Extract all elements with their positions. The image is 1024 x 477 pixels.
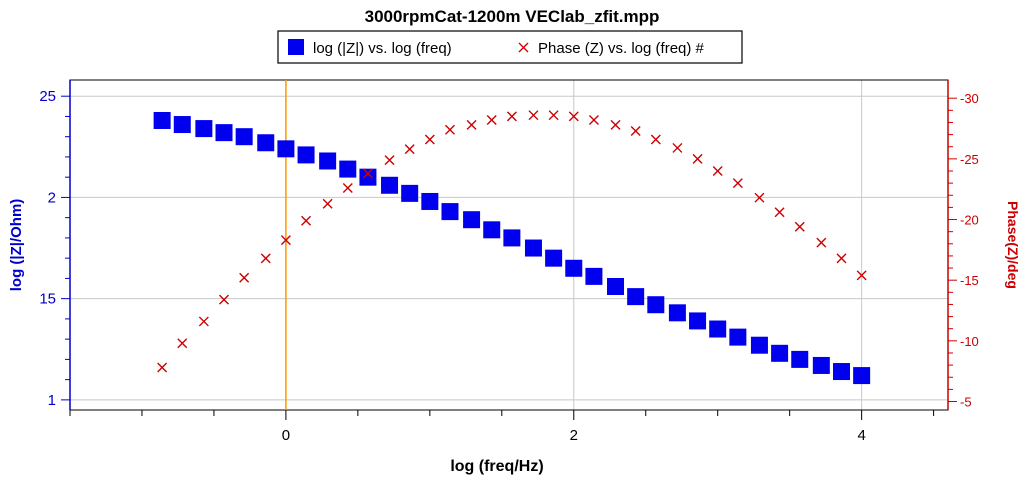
magnitude-point-13 xyxy=(421,192,439,210)
magnitude-point-4 xyxy=(235,128,253,146)
phase-point-27 xyxy=(712,165,723,176)
magnitude-point-16 xyxy=(483,221,501,239)
legend-label-magnitude: log (|Z|) vs. log (freq) xyxy=(313,40,452,57)
phase-point-11 xyxy=(384,155,395,166)
phase-point-1 xyxy=(177,338,188,349)
phase-point-21 xyxy=(588,115,599,126)
phase-point-5 xyxy=(260,253,271,264)
magnitude-point-11 xyxy=(381,176,399,194)
magnitude-point-25 xyxy=(668,304,686,322)
grid xyxy=(70,80,948,410)
phase-point-3 xyxy=(219,294,230,305)
phase-point-23 xyxy=(630,125,641,136)
magnitude-point-8 xyxy=(319,152,337,170)
legend-x-marker xyxy=(518,42,529,53)
magnitude-point-15 xyxy=(463,211,481,229)
magnitude-point-2 xyxy=(195,120,213,138)
magnitude-point-20 xyxy=(565,259,583,277)
phase-point-9 xyxy=(342,182,353,193)
x-tick-label-1: 2 xyxy=(570,427,578,444)
right-tick-label-2: -15 xyxy=(960,273,979,288)
phase-point-13 xyxy=(424,134,435,145)
phase-point-16 xyxy=(486,115,497,126)
phase-point-20 xyxy=(568,111,579,122)
magnitude-point-24 xyxy=(647,296,665,314)
magnitude-point-18 xyxy=(524,239,542,257)
phase-point-6 xyxy=(280,235,291,246)
phase-point-22 xyxy=(610,119,621,130)
phase-point-2 xyxy=(198,316,209,327)
phase-point-15 xyxy=(466,119,477,130)
x-axis-label: log (freq/Hz) xyxy=(450,458,543,475)
legend-square-marker xyxy=(288,39,304,55)
magnitude-point-33 xyxy=(832,363,850,381)
magnitude-point-30 xyxy=(771,344,789,362)
magnitude-point-29 xyxy=(750,336,768,354)
magnitude-point-0 xyxy=(153,111,171,129)
axes: 0 2 4 1 15 2 25 -5 -10 -15 -20 -25 -30 xyxy=(39,80,979,444)
y-axis-label-right: Phase(Z)/deg xyxy=(1005,201,1021,289)
left-tick-label-0: 1 xyxy=(48,392,56,409)
phase-point-25 xyxy=(672,142,683,153)
legend-box xyxy=(277,30,743,64)
magnitude-point-19 xyxy=(545,249,563,267)
x-tick-label-2: 4 xyxy=(857,427,865,444)
magnitude-point-28 xyxy=(729,328,747,346)
phase-point-34 xyxy=(856,270,867,281)
magnitude-point-6 xyxy=(277,140,295,158)
legend-label-phase: Phase (Z) vs. log (freq) # xyxy=(538,40,705,57)
magnitude-point-12 xyxy=(401,184,419,202)
right-tick-label-3: -20 xyxy=(960,213,979,228)
series-magnitude xyxy=(153,111,871,385)
phase-point-32 xyxy=(816,237,827,248)
phase-point-0 xyxy=(157,362,168,373)
right-tick-label-1: -10 xyxy=(960,334,979,349)
phase-point-33 xyxy=(836,253,847,264)
chart-title: 3000rpmCat-1200m VEClab_zfit.mpp xyxy=(365,7,660,26)
phase-point-18 xyxy=(528,110,539,121)
left-tick-label-1: 15 xyxy=(39,291,56,308)
phase-point-4 xyxy=(239,272,250,283)
magnitude-point-10 xyxy=(359,168,377,186)
magnitude-point-9 xyxy=(339,160,357,178)
left-tick-label-3: 25 xyxy=(39,88,56,105)
y-axis-label-left: log (|Z|/Ohm) xyxy=(8,199,25,292)
phase-point-7 xyxy=(301,215,312,226)
right-tick-label-5: -30 xyxy=(960,91,979,106)
series-phase xyxy=(157,110,867,373)
magnitude-point-3 xyxy=(215,124,233,142)
phase-point-8 xyxy=(322,198,333,209)
phase-point-19 xyxy=(548,110,559,121)
phase-point-17 xyxy=(506,111,517,122)
magnitude-point-17 xyxy=(503,229,521,247)
phase-point-26 xyxy=(692,153,703,164)
magnitude-point-22 xyxy=(607,278,625,296)
magnitude-point-27 xyxy=(709,320,727,338)
left-tick-label-2: 2 xyxy=(48,189,56,206)
phase-point-30 xyxy=(774,207,785,218)
right-tick-label-4: -25 xyxy=(960,152,979,167)
magnitude-point-23 xyxy=(627,288,645,306)
magnitude-point-1 xyxy=(173,116,191,134)
x-tick-label-0: 0 xyxy=(282,427,290,444)
phase-point-12 xyxy=(404,144,415,155)
phase-point-31 xyxy=(794,221,805,232)
magnitude-point-5 xyxy=(257,134,275,152)
magnitude-point-14 xyxy=(441,203,459,221)
phase-point-28 xyxy=(732,178,743,189)
phase-point-29 xyxy=(754,192,765,203)
magnitude-point-31 xyxy=(791,350,809,368)
magnitude-point-34 xyxy=(853,367,871,385)
series xyxy=(153,110,871,385)
magnitude-point-21 xyxy=(585,267,603,285)
legend: log (|Z|) vs. log (freq) Phase (Z) vs. l… xyxy=(277,30,743,64)
phase-point-14 xyxy=(444,124,455,135)
magnitude-point-7 xyxy=(297,146,315,164)
magnitude-point-32 xyxy=(812,356,830,374)
magnitude-point-26 xyxy=(689,312,707,330)
right-tick-label-0: -5 xyxy=(960,395,972,410)
phase-point-10 xyxy=(362,168,373,179)
phase-point-24 xyxy=(650,134,661,145)
